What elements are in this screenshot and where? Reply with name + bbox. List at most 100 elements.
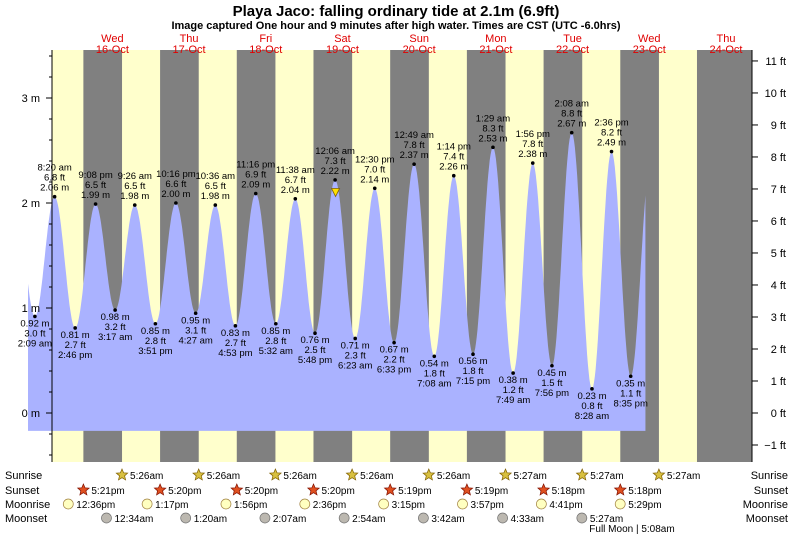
extreme-point [530,161,535,165]
extreme-label: 3:17 am [98,332,132,343]
moonset-time: 2:07am [273,514,306,525]
moonrise-icon [457,498,468,510]
current-tide-marker [330,188,341,198]
row-label-right-sunset: Sunset [754,485,788,497]
chart-subtitle: Image captured One hour and 9 minutes af… [171,20,620,32]
sunset-icon [383,483,397,496]
moonrise-icon [378,498,390,510]
extreme-label: 1.99 m [81,190,110,201]
y-axis-left: 3 m 2 m 1 m 0 m [22,50,53,462]
extreme-label: 2:08 am [555,99,589,110]
extreme-label: 2.7 ft [225,338,246,349]
extreme-label: 6.9 ft [245,170,266,181]
row-label-right-moonset: Moonset [746,513,788,525]
chart-title: Playa Jaco: falling ordinary tide at 2.1… [233,3,560,20]
sunset-time: 5:20pm [168,486,201,497]
extreme-point [52,194,57,199]
extreme-label: 0.83 m [221,328,250,339]
extreme-label: 4:53 pm [218,348,252,359]
row-label-left-moonset: Moonset [5,513,47,525]
sunset-icon [537,483,551,496]
moonrise-time: 1:17pm [155,500,188,511]
extreme-point [609,149,614,154]
y-right-tick-label: 4 ft [771,280,786,292]
extreme-point [412,162,416,166]
day-name-label: Thu [180,33,199,45]
moonset-icon [259,512,271,524]
y-right-tick-label: 2 ft [771,344,786,356]
extreme-point [628,374,633,379]
extreme-label: 9:26 am [118,171,152,182]
extreme-label: 3.1 ft [185,325,206,336]
y-left-tick-label: 1 m [22,303,40,315]
extreme-label: 2.8 ft [145,336,166,347]
sunrise-icon [422,468,436,481]
extreme-label: 0.45 m [537,368,566,379]
moonset-icon [576,512,588,524]
y-right-tick-label: 5 ft [771,248,786,260]
y-right-tick-label: 6 ft [771,216,786,228]
sunrise-icon [115,468,129,481]
day-name-label: Fri [259,33,272,45]
day-date-label: 18-Oct [249,44,282,56]
y-right-tick-label: 9 ft [771,120,786,132]
extreme-point [333,178,337,182]
extreme-point [372,186,377,191]
moonset-time: 2:54am [352,514,385,525]
row-label-right-sunrise: Sunrise [751,470,788,482]
extreme-label: 2.38 m [518,149,547,160]
extreme-point [33,314,37,319]
sunrise-time: 5:26am [360,471,393,482]
extreme-point [153,321,158,326]
moonrise-time: 1:56pm [234,500,267,511]
extreme-label: 5:32 am [259,346,293,357]
extreme-label: 6.6 ft [165,179,186,190]
extreme-label: 10:36 am [195,171,235,182]
sunset-icon [153,483,167,496]
extreme-label: 3.0 ft [24,328,45,339]
moon-phase-note: Full Moon | 5:08am [589,524,674,535]
sunset-time: 5:18pm [628,486,661,497]
extreme-label: 6.5 ft [85,180,106,191]
extreme-label: 0.95 m [181,315,210,326]
extreme-label: 0.85 m [141,326,170,337]
day-date-label: 19-Oct [326,44,359,56]
day-name-label: Tue [563,33,582,45]
moonset-time: 5:27am [590,514,623,525]
extreme-label: 1.1 ft [620,388,641,399]
extreme-label: 0.8 ft [581,401,602,412]
sunrise-time: 5:27am [514,471,547,482]
sunrise-icon [498,468,513,481]
extreme-label: 2.04 m [281,185,310,196]
extreme-label: 6.7 ft [285,175,306,186]
extreme-point [274,321,278,326]
moonrise-icon [220,498,232,510]
sunrise-time: 5:26am [437,471,470,482]
extreme-label: 0.81 m [61,330,90,341]
day-name-label: Sat [334,33,351,45]
extreme-label: 1.98 m [120,191,149,202]
sunset-time: 5:18pm [552,486,585,497]
day-name-label: Thu [716,33,735,45]
extreme-label: 6.5 ft [205,181,226,192]
extreme-label: 2.8 ft [265,336,286,347]
row-label-left-sunset: Sunset [5,485,39,497]
sunrise-icon [192,468,206,481]
extreme-point [174,201,178,205]
y-right-tick-label: 3 ft [771,312,786,324]
extreme-label: 7.8 ft [522,139,543,150]
moonrise-time: 2:36pm [313,500,346,511]
day-name-label: Mon [485,33,506,45]
extreme-label: 1.8 ft [462,366,483,377]
extreme-point [253,191,258,196]
day-date-label: 21-Oct [479,44,512,56]
extreme-label: 6:23 am [338,360,372,371]
extreme-label: 9:08 pm [78,170,112,181]
extreme-label: 2.49 m [597,138,626,149]
sunrise-time: 5:26am [130,471,163,482]
extreme-label: 2.53 m [478,133,507,144]
sunrise-time: 5:26am [283,471,316,482]
extreme-label: 11:16 pm [236,160,275,171]
extreme-point [213,203,218,207]
